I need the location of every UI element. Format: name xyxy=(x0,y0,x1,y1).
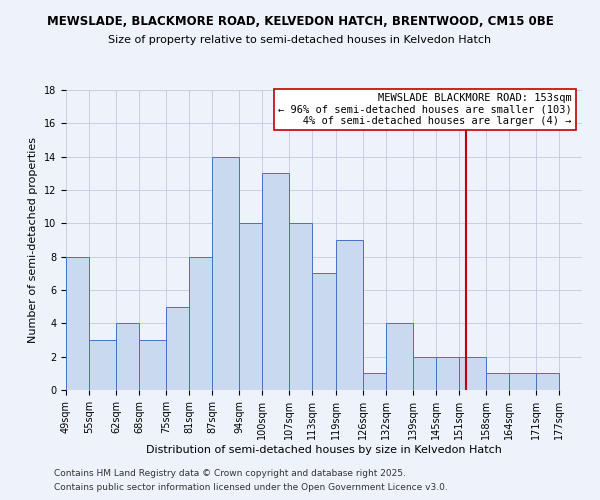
Bar xyxy=(486,374,509,390)
Bar xyxy=(166,306,189,390)
Bar xyxy=(262,174,289,390)
Bar xyxy=(536,374,559,390)
Bar xyxy=(139,340,166,390)
Bar xyxy=(313,274,335,390)
Bar xyxy=(413,356,436,390)
Bar xyxy=(335,240,362,390)
Bar xyxy=(436,356,459,390)
Bar xyxy=(509,374,536,390)
Bar xyxy=(386,324,413,390)
Bar xyxy=(66,256,89,390)
Bar xyxy=(289,224,313,390)
Text: Contains public sector information licensed under the Open Government Licence v3: Contains public sector information licen… xyxy=(54,484,448,492)
Bar xyxy=(362,374,386,390)
Text: Size of property relative to semi-detached houses in Kelvedon Hatch: Size of property relative to semi-detach… xyxy=(109,35,491,45)
Bar xyxy=(189,256,212,390)
X-axis label: Distribution of semi-detached houses by size in Kelvedon Hatch: Distribution of semi-detached houses by … xyxy=(146,444,502,454)
Y-axis label: Number of semi-detached properties: Number of semi-detached properties xyxy=(28,137,38,343)
Bar xyxy=(89,340,116,390)
Bar xyxy=(116,324,139,390)
Bar xyxy=(212,156,239,390)
Text: Contains HM Land Registry data © Crown copyright and database right 2025.: Contains HM Land Registry data © Crown c… xyxy=(54,468,406,477)
Bar xyxy=(239,224,262,390)
Text: MEWSLADE, BLACKMORE ROAD, KELVEDON HATCH, BRENTWOOD, CM15 0BE: MEWSLADE, BLACKMORE ROAD, KELVEDON HATCH… xyxy=(47,15,553,28)
Text: MEWSLADE BLACKMORE ROAD: 153sqm
← 96% of semi-detached houses are smaller (103)
: MEWSLADE BLACKMORE ROAD: 153sqm ← 96% of… xyxy=(278,93,572,126)
Bar xyxy=(459,356,486,390)
